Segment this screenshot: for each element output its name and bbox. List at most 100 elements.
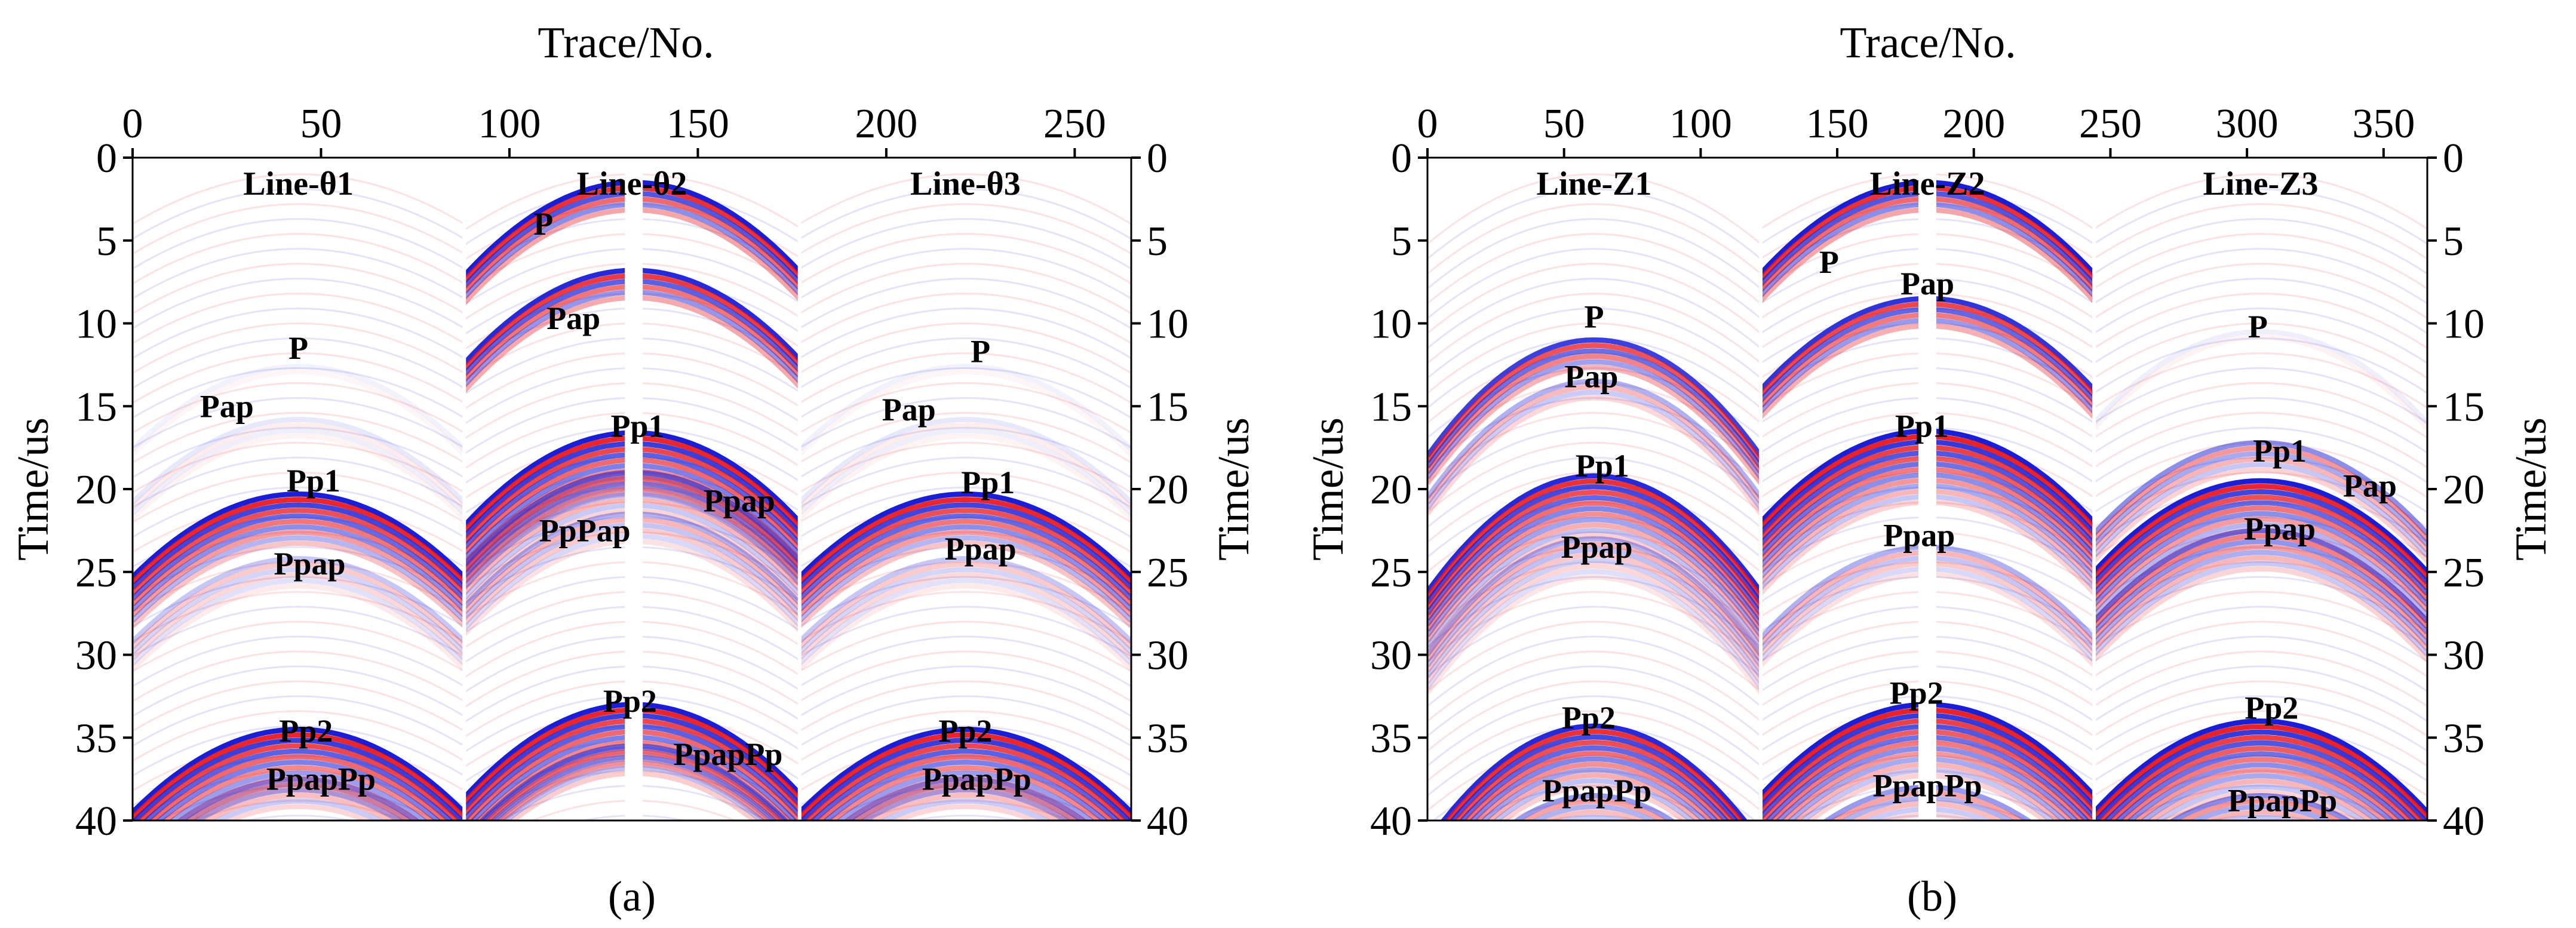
y-tick-label-right: 0: [1147, 136, 1168, 182]
event-label-ppap: Ppap: [1561, 529, 1633, 565]
event-wavelet-pp2: [859, 786, 1072, 821]
background-layer-wavelet: [133, 591, 465, 643]
source-gap: [625, 158, 643, 821]
y-tick-label-left: 0: [1391, 136, 1412, 182]
background-layer-wavelet: [133, 248, 465, 300]
event-wavelet-ppap: [1427, 542, 1763, 662]
background-layer-wavelet: [1427, 188, 1761, 260]
panel-b-top-axis: 0 50 100 150 200 250 300 350: [1417, 101, 2415, 158]
y-tick-label-left: 15: [75, 384, 117, 430]
event-label-pap: Pap: [1900, 266, 1954, 302]
event-wavelet-p: [1427, 343, 1763, 463]
background-layer-wavelet: [1427, 620, 1761, 692]
event-wavelet-ppappp: [1521, 798, 1668, 821]
background-layer-wavelet: [133, 665, 465, 717]
background-layer-wavelet: [133, 695, 465, 747]
event-wavelet-pap: [2092, 456, 2427, 552]
event-wavelet-pp2: [1463, 751, 1725, 821]
background-layer-wavelet: [133, 471, 465, 523]
background-layer-wavelet: [2093, 322, 2427, 379]
event-wavelet-pp2: [133, 727, 466, 815]
background-layer-wavelet: [2093, 352, 2427, 409]
event-wavelet-pp1: [797, 513, 1131, 601]
event-wavelet-pp1: [1427, 484, 1763, 604]
y-tick-label-left: 35: [75, 715, 117, 761]
event-label-ppappp: PpapPp: [673, 736, 782, 772]
event-wavelet-ppappp: [1512, 793, 1676, 821]
y-tick-label-right: 0: [2443, 136, 2464, 182]
background-layer-wavelet: [2093, 426, 2427, 484]
event-label-pp1: Pp1: [2253, 433, 2307, 469]
y-tick-label-left: 30: [75, 633, 117, 679]
event-wavelet-pap: [133, 428, 466, 515]
y-tick-label-right: 15: [2443, 384, 2485, 430]
background-layer-wavelet: [799, 203, 1131, 255]
x-tick-label: 100: [1669, 101, 1732, 147]
background-layer-wavelet: [1427, 307, 1761, 379]
event-label-ppappp: PpapPp: [1872, 768, 1982, 804]
background-layer-wavelet: [908, 815, 1023, 821]
gather-name-label: Line-Z2: [1870, 165, 1985, 202]
background-layer-wavelet: [825, 785, 1106, 821]
event-wavelet-pp2: [816, 754, 1115, 821]
background-layer-wavelet: [1427, 546, 1761, 617]
event-label-pp2: Pp2: [2245, 690, 2298, 726]
event-wavelet-pp2: [797, 732, 1131, 820]
background-layer-wavelet: [1427, 426, 1761, 499]
y-tick-label-right: 35: [2443, 715, 2485, 761]
event-wavelet-ppappp: [176, 776, 420, 821]
event-wavelet-pp2: [822, 759, 1109, 821]
x-tick-label: 0: [1417, 101, 1438, 147]
event-wavelet-pp2: [176, 776, 421, 821]
event-wavelet-pp2: [137, 743, 460, 821]
event-wavelet-pp1: [1427, 489, 1763, 610]
event-label-ppappp: PpapPp: [922, 761, 1031, 797]
event-wavelet-pp1: [133, 524, 466, 612]
y-tick-label-left: 10: [1370, 302, 1412, 348]
background-layer-wavelet: [133, 546, 465, 598]
background-layer-wavelet: [133, 263, 465, 315]
background-layer-wavelet: [799, 576, 1131, 628]
background-layer-wavelet: [133, 352, 465, 404]
event-wavelet-pap: [797, 428, 1131, 515]
background-layer-wavelet: [133, 188, 465, 240]
x-tick-label: 300: [2216, 101, 2279, 147]
background-layer-wavelet: [1427, 710, 1761, 782]
gather-name-label: Line-θ1: [243, 165, 354, 202]
event-wavelet-pp2: [2098, 735, 2424, 821]
event-wavelet-ppap: [1427, 552, 1763, 673]
event-wavelet-ppappp: [2168, 793, 2353, 821]
panel-b-caption: (b): [1907, 872, 1957, 920]
event-wavelet-pap: [1427, 395, 1763, 515]
background-layer-wavelet: [799, 546, 1131, 598]
event-wavelet-pp1: [797, 491, 1131, 579]
x-tick-label: 50: [300, 101, 342, 147]
background-layer-wavelet: [1427, 278, 1761, 349]
event-wavelet-ppap: [2092, 549, 2427, 646]
background-layer-wavelet: [799, 382, 1131, 434]
event-wavelet-p: [797, 369, 1131, 457]
event-wavelet-ppap: [133, 577, 466, 666]
event-wavelet-pp1: [133, 491, 466, 579]
background-layer-wavelet: [799, 352, 1131, 404]
event-wavelet-pp1: [797, 508, 1131, 595]
event-label-p: P: [1585, 299, 1604, 334]
gather-b-1: [1427, 173, 1763, 821]
background-layer-wavelet: [133, 233, 465, 285]
background-layer-wavelet: [799, 710, 1131, 762]
event-wavelet-pp1: [133, 518, 466, 607]
event-wavelet-pp1: [2092, 522, 2427, 617]
event-wavelet-ppap: [1427, 558, 1763, 678]
background-layer-wavelet: [2093, 263, 2427, 319]
event-wavelet-pp2: [2108, 745, 2413, 821]
event-wavelet-pp1: [2092, 483, 2427, 579]
x-tick-label: 350: [2352, 101, 2415, 147]
event-wavelet-pp2: [2133, 767, 2388, 821]
event-wavelet-pp1: [1427, 528, 1763, 649]
event-wavelet-ppappp: [851, 782, 1079, 821]
event-wavelet-p: [1427, 364, 1763, 485]
panel-b-right-y-axis-title: Time/us: [2507, 417, 2556, 561]
event-wavelet-pp1: [133, 497, 466, 585]
event-wavelet-ppappp: [2178, 798, 2344, 821]
x-tick-label: 0: [122, 101, 143, 147]
